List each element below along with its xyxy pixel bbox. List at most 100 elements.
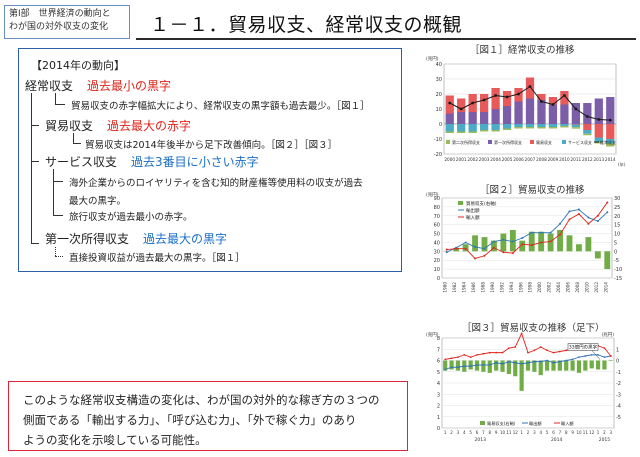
chart3-bar-balance (570, 360, 575, 371)
chart1-legend-swatch (530, 140, 534, 144)
chart3-point-imports (609, 355, 612, 357)
chart3-bar-balance (487, 360, 492, 373)
chart1-bar-services (491, 124, 500, 130)
chart3-xtick-month: 1 (444, 430, 447, 435)
chart1-bar-primary (514, 101, 523, 124)
chart3-point-exports (514, 361, 517, 364)
conclusion-line3: ようの変化を示唆している可能性。 (23, 433, 207, 447)
chart2-xtick: 1996 (518, 282, 523, 293)
chart3-bar-balance (557, 360, 562, 371)
chart2-xtick: 1988 (481, 282, 486, 293)
chart3-xtick-month: 8 (489, 430, 492, 435)
chart3-legend-label: 輸入額 (561, 420, 574, 427)
tree-connector (73, 143, 81, 144)
chart1-bar-primary (606, 97, 615, 124)
chart1-bar-primary (480, 112, 489, 124)
chart1-bar-trade (583, 124, 592, 130)
chart2-xtick: 2004 (556, 282, 561, 293)
chart3-legend-swatch (480, 421, 485, 425)
chart3-bar-balance (583, 360, 588, 371)
chart3-xtick-month: 12 (513, 430, 519, 435)
chart1-bar-trade (502, 91, 512, 106)
chart1-bar-trade (548, 97, 558, 105)
chart1-point-current-account (608, 118, 612, 122)
chart1-xtick: 2008 (536, 157, 547, 162)
chart2-y2tick: -10 (614, 267, 622, 273)
chart1-bar-primary (468, 112, 477, 124)
chart2-point-imports (568, 218, 571, 221)
chart3-point-exports (463, 365, 466, 368)
chart3-bar-balance (576, 360, 582, 373)
chart3-y2tick: 0 (616, 359, 619, 365)
chart1-bar-services (583, 130, 592, 134)
chart1-legend-label: 経常収支 (600, 139, 616, 145)
chart2-bar-balance (528, 231, 535, 252)
conclusion-box: このような経常収支構造の変化は、わが国の対外的な稼ぎ方の３つの 側面である「輸出… (8, 381, 408, 451)
chart1-bar-secondary (514, 127, 523, 129)
chart3-xtick-month: 11 (583, 430, 589, 435)
chart3-point-exports (482, 364, 485, 366)
chart3-xtick-month: 2 (603, 430, 606, 435)
primary-income-label: 第一次所得収支 (45, 232, 130, 246)
chart2-ytick: 30 (434, 249, 440, 255)
chart1-bar-trade (560, 91, 569, 105)
chart1-bar-trade (594, 124, 603, 138)
chart2-y2tick: 0 (614, 249, 617, 255)
chart2-point-imports (521, 243, 524, 246)
chart1-ytick: 30 (436, 77, 442, 83)
chart1-bar-services (548, 124, 558, 127)
chart3-bar-balance (602, 360, 607, 370)
chart1-point-current-account (505, 95, 509, 99)
chart2-y2tick: 30 (614, 196, 620, 202)
chart1-bar-trade (491, 88, 500, 109)
chart2-legend-label: 輸出額 (466, 207, 480, 214)
chart1-xtick: 2009 (548, 157, 559, 162)
chart3-point-imports (444, 358, 447, 361)
chart3-y2tick: 1 (616, 347, 619, 353)
chart1-bar-primary (571, 103, 580, 124)
chart3-y2tick: -2 (616, 381, 621, 387)
chart3-point-exports (457, 366, 459, 369)
chart1-bar-secondary (457, 131, 466, 133)
chart1-bar-secondary (491, 130, 500, 132)
chart3-point-exports (507, 360, 510, 363)
chart2-bar-balance (491, 240, 497, 252)
chart3-xtick-month: 9 (571, 430, 574, 435)
chart1-point-current-account (563, 94, 566, 97)
chart1-xtick: 2011 (571, 157, 582, 162)
chart2-y2tick: 20 (614, 214, 620, 220)
chart2-y2tick: 15 (614, 223, 620, 229)
chart2-point-exports (511, 240, 514, 243)
chart3-point-exports (603, 356, 606, 359)
chart3-bar-balance (538, 360, 543, 376)
chart1-point-current-account (482, 98, 486, 102)
chart3-bar-balance (513, 360, 518, 377)
chart3-y2tick: -3 (616, 392, 621, 398)
chart1-bar-primary (445, 113, 454, 124)
chart2-bar-balance (594, 251, 601, 259)
chart2-y2tick: -5 (614, 258, 619, 264)
chart3-xtick-month: 5 (469, 430, 472, 435)
chart1-bar-primary (537, 100, 546, 124)
chart3-point-exports (488, 364, 491, 366)
chart3-xtick-month: 2 (527, 430, 530, 435)
tree-trunk (31, 93, 32, 243)
chart2-bar-balance (604, 251, 611, 270)
chart1-title: ［図１］経常収支の推移 (470, 45, 575, 56)
trade-label: 貿易収支 (45, 119, 94, 133)
chart2-legend-label: 輸入額 (466, 214, 480, 221)
chart1-bar-primary (560, 104, 569, 124)
chart3-bar-balance (494, 360, 499, 371)
chart2-point-imports (596, 214, 599, 217)
chart2-legend-swatch (458, 201, 463, 205)
chart3-point-imports (457, 356, 459, 359)
chart1-legend-swatch (562, 140, 566, 144)
chart3-unit-right: (兆円) (601, 331, 614, 338)
chart3-point-imports (507, 347, 510, 350)
chart3-bar-balance (595, 360, 601, 370)
chart1-point-current-account (597, 118, 601, 121)
chart1-xtick: 2013 (593, 157, 604, 162)
chart3-point-exports (495, 361, 498, 364)
chart2-point-imports (587, 222, 590, 225)
